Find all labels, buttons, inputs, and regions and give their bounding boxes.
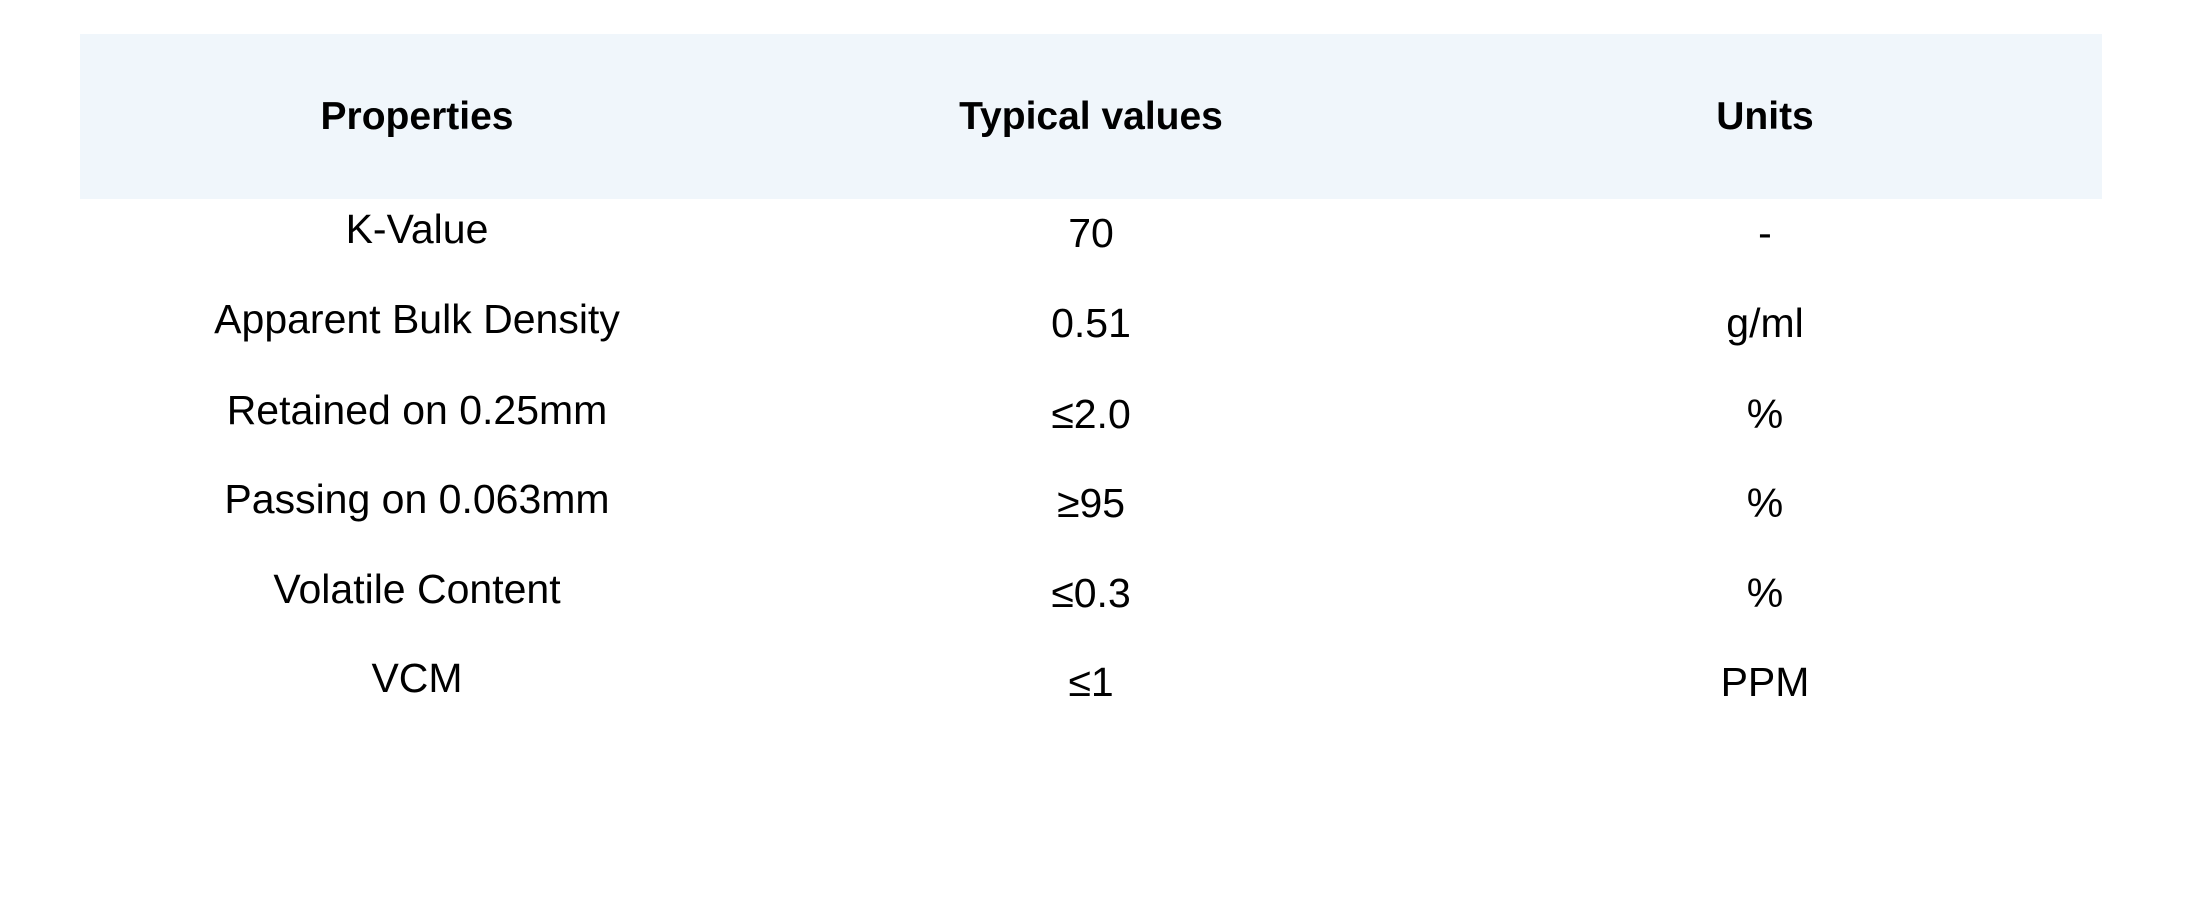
table-row: VCM ≤1 PPM [80,648,2102,708]
value-cell: ≥95 [1056,479,1126,526]
header-units: Units [1716,95,1814,138]
unit-cell: % [1746,390,1784,437]
property-cell: Apparent Bulk Density [214,295,620,342]
unit-cell: PPM [1720,658,1810,705]
unit-cell: - [1758,209,1772,256]
header-properties: Properties [320,95,514,138]
value-cell: 70 [1068,209,1114,256]
property-cell: Passing on 0.063mm [224,475,610,522]
table-row: Apparent Bulk Density 0.51 g/ml [80,289,2102,349]
property-cell: Volatile Content [273,565,561,612]
unit-cell: g/ml [1726,299,1804,346]
table-row: K-Value 70 - [80,199,2102,259]
specifications-table: Properties Typical values Units K-Value … [80,34,2102,702]
table-row: Retained on 0.25mm ≤2.0 % [80,380,2102,440]
unit-cell: % [1746,569,1784,616]
property-cell: VCM [371,654,463,701]
value-cell: ≤2.0 [1051,390,1131,437]
property-cell: Retained on 0.25mm [226,386,608,433]
header-typical-values: Typical values [959,95,1223,138]
property-cell: K-Value [345,205,489,252]
table-row: Passing on 0.063mm ≥95 % [80,469,2102,529]
value-cell: ≤1 [1068,658,1114,705]
table-header-row: Properties Typical values Units [80,34,2102,199]
value-cell: ≤0.3 [1051,569,1131,616]
unit-cell: % [1746,479,1784,526]
value-cell: 0.51 [1051,299,1131,346]
table-row: Volatile Content ≤0.3 % [80,559,2102,619]
